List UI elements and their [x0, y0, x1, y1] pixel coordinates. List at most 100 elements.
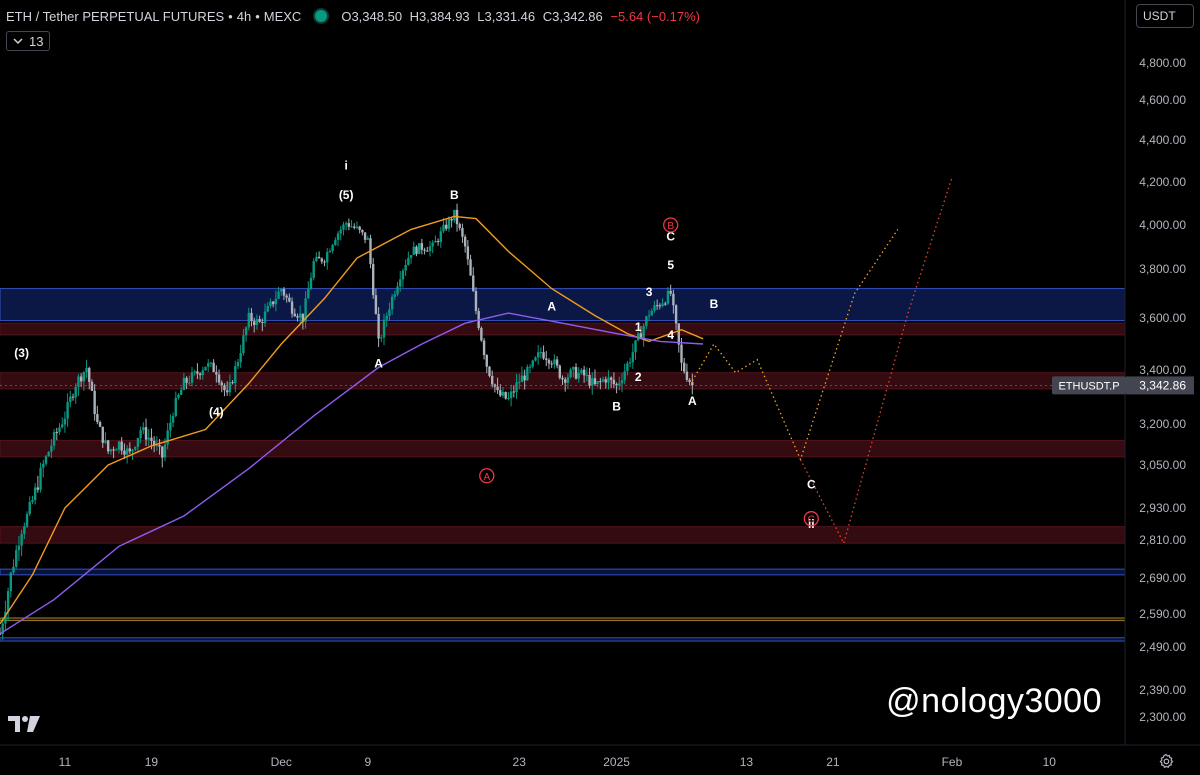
candle-body [193, 371, 196, 373]
candle-body [247, 312, 250, 328]
candle-body [77, 376, 80, 387]
high-value: H3,384.93 [409, 8, 470, 24]
price-axis-tick-label: 4,000.00 [1139, 218, 1186, 232]
candle-body [526, 366, 529, 381]
candle-body [128, 448, 132, 452]
candle-body [366, 238, 369, 240]
candle-body [461, 227, 464, 237]
currency-label: USDT [1143, 9, 1176, 23]
candle-body [307, 289, 310, 299]
candle-body [60, 424, 64, 428]
candle-body [515, 382, 518, 393]
wave-label: C [666, 229, 675, 243]
candle-body [331, 245, 334, 252]
candle-body [282, 289, 286, 296]
candle-body [518, 382, 521, 384]
candle-body [58, 427, 61, 433]
candle-body [258, 319, 261, 322]
indicators-toggle-button[interactable]: 13 [6, 31, 51, 51]
candle-body [201, 370, 205, 376]
candle-body [493, 384, 497, 387]
candle-body [139, 430, 142, 439]
candle-body [217, 374, 221, 383]
candle-body [536, 352, 540, 358]
candle-body [655, 305, 659, 307]
candle-body [326, 252, 329, 263]
candle-body [106, 440, 110, 452]
candle-body [285, 295, 288, 298]
candle-body [466, 246, 470, 260]
ohlc-readout: O3,348.50 H3,384.93 L3,331.46 C3,342.86 … [341, 9, 704, 24]
candle-body [450, 218, 453, 221]
candle-body [363, 232, 367, 240]
circled-wave-label: B [667, 221, 674, 232]
time-axis-tick-label: 23 [513, 755, 527, 769]
wave-label: A [688, 394, 697, 408]
candle-body [66, 402, 69, 419]
candle-body [4, 611, 7, 624]
candle-body [328, 251, 332, 253]
currency-select-button[interactable]: USDT [1136, 4, 1194, 28]
candle-body [253, 321, 256, 326]
candle-body [104, 440, 107, 443]
price-zone [0, 617, 1126, 622]
wave-label: ii [808, 517, 815, 531]
candle-body [242, 335, 245, 354]
symbol-tag-bg [1052, 376, 1126, 395]
candle-body [458, 224, 461, 228]
candle-body [293, 313, 296, 317]
candle-body [50, 445, 53, 452]
candle-body [142, 427, 145, 431]
candle-body [112, 449, 115, 451]
candle-body [609, 377, 613, 380]
candle-body [415, 246, 418, 254]
wave-label: (3) [14, 346, 29, 360]
candle-body [215, 372, 218, 375]
candle-body [161, 446, 164, 458]
candle-body [558, 365, 561, 378]
candle-body [631, 352, 635, 363]
projection-path [691, 229, 899, 462]
timeframe-label[interactable]: 4h [236, 8, 252, 24]
price-axis-tick-label: 2,300.00 [1139, 710, 1186, 724]
candle-body [601, 379, 605, 382]
price-axis-tick-label: 3,800.00 [1139, 262, 1186, 276]
price-zone [0, 526, 1126, 544]
candle-body [336, 233, 340, 240]
price-tag-bg [1126, 376, 1194, 395]
candle-body [158, 445, 161, 447]
candle-body [25, 513, 29, 527]
candle-body [225, 390, 229, 393]
candle-body [547, 359, 551, 364]
tradingview-logo-icon[interactable] [8, 712, 42, 734]
price-axis-tick-label: 3,200.00 [1139, 417, 1186, 431]
candle-body [296, 316, 299, 318]
price-axis-tick-label: 4,600.00 [1139, 93, 1186, 107]
candle-body [485, 355, 488, 367]
candle-body [596, 381, 599, 385]
candle-body [539, 352, 543, 354]
candle-body [642, 326, 645, 338]
price-tag-value: 3,342.86 [1139, 378, 1186, 392]
candle-body [169, 422, 172, 431]
candle-body [474, 290, 478, 311]
symbol-title[interactable]: ETH / Tether PERPETUAL FUTURES [6, 8, 225, 24]
candle-body [177, 394, 180, 398]
candle-body [152, 440, 156, 446]
candle-body [174, 397, 177, 416]
candle-body [531, 360, 534, 367]
candle-body [588, 374, 591, 386]
candle-body [255, 319, 259, 326]
candle-body [407, 257, 410, 265]
candle-body [550, 363, 553, 365]
candle-body [344, 223, 348, 225]
candle-body [666, 290, 670, 304]
gear-icon[interactable] [1158, 753, 1174, 769]
candle-body [488, 366, 491, 376]
candle-body [185, 377, 188, 383]
time-axis-tick-label: 13 [740, 755, 754, 769]
candle-body [134, 446, 137, 450]
header-separator: • [228, 8, 233, 24]
candle-body [334, 239, 337, 246]
